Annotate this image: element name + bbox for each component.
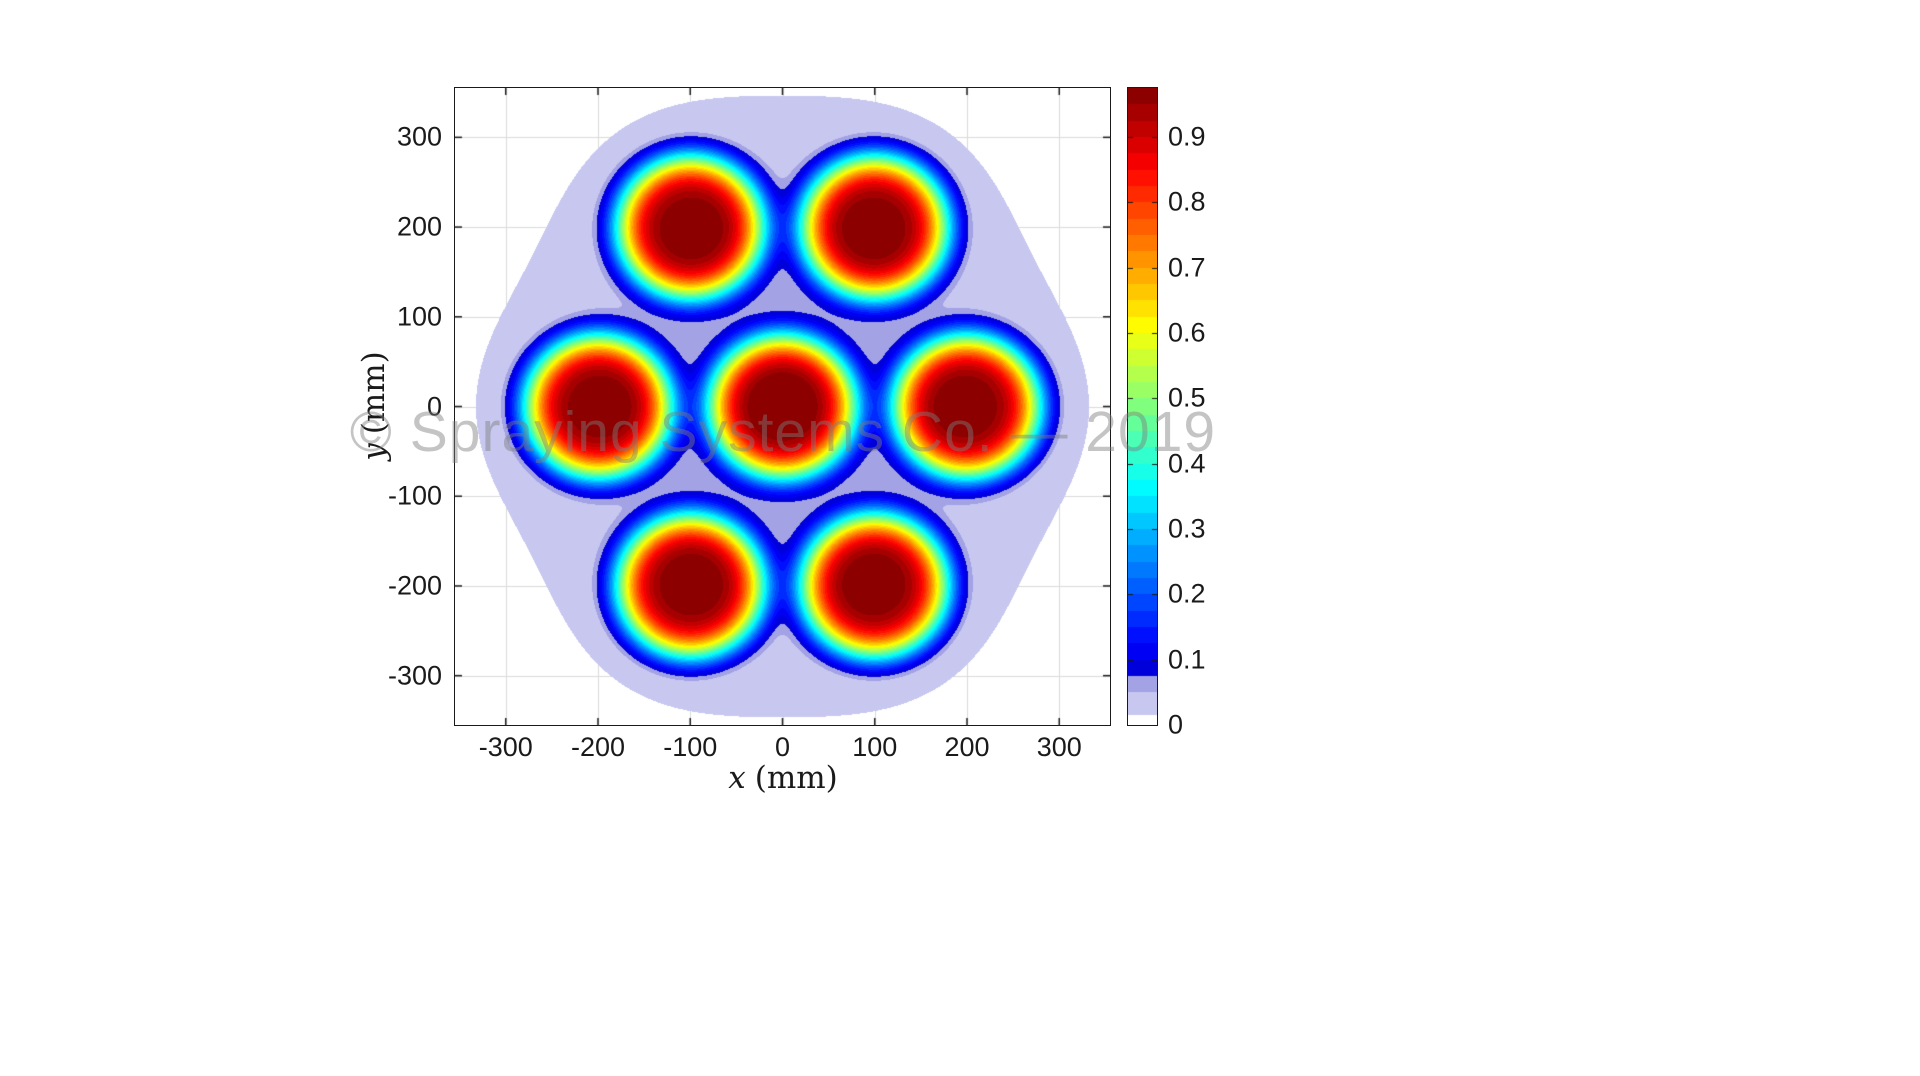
y-tick-label: 100	[396, 301, 442, 332]
y-axis-unit: (mm)	[356, 351, 392, 435]
x-tick-label: 100	[852, 732, 898, 762]
colorbar-tick-label: 0.2	[1168, 578, 1206, 609]
colorbar	[1127, 87, 1158, 726]
colorbar-tick-label: 0.5	[1168, 382, 1206, 413]
x-tick-label: 200	[944, 732, 990, 762]
y-axis-label: y (mm)	[356, 351, 392, 461]
y-tick-label: -200	[387, 570, 442, 601]
colorbar-tick-label: 0	[1168, 709, 1184, 740]
x-tick-label: -200	[570, 732, 626, 762]
x-tick-label: 0	[774, 732, 791, 762]
y-tick-label: 200	[396, 211, 442, 242]
y-tick-label: -300	[387, 660, 442, 691]
colorbar-tick-labels: 0 0.1 0.2 0.3 0.4 0.5 0.6 0.7 0.8 0.9	[1168, 88, 1258, 740]
y-tick-label: -100	[387, 480, 442, 511]
colorbar-tick-label: 0.6	[1168, 317, 1206, 348]
x-tick-label: -100	[663, 732, 718, 762]
x-axis-tick-labels: -300 -200 -100 0 100 200 300	[455, 732, 1110, 766]
colorbar-tick-label: 0.7	[1168, 252, 1206, 283]
colorbar-tick-label: 0.1	[1168, 644, 1206, 675]
x-axis-label: x (mm)	[728, 760, 837, 796]
colorbar-tick-label: 0.3	[1168, 513, 1206, 544]
y-axis-tick-labels: -300 -200 -100 0 100 200 300	[330, 88, 442, 725]
y-tick-label: 300	[396, 121, 442, 152]
colorbar-tick-label: 0.9	[1168, 121, 1206, 152]
y-tick-label: 0	[426, 391, 442, 421]
colorbar-canvas	[1128, 88, 1157, 725]
plot-area	[454, 87, 1111, 726]
x-tick-label: -300	[478, 732, 533, 762]
x-axis-unit: (mm)	[754, 760, 838, 796]
colorbar-tick-label: 0.4	[1168, 448, 1206, 479]
x-tick-label: 300	[1036, 732, 1082, 762]
x-axis-variable: x	[728, 760, 746, 796]
colorbar-tick-label: 0.8	[1168, 186, 1206, 217]
contour-plot-canvas	[455, 88, 1110, 725]
y-axis-variable: y	[356, 443, 392, 461]
